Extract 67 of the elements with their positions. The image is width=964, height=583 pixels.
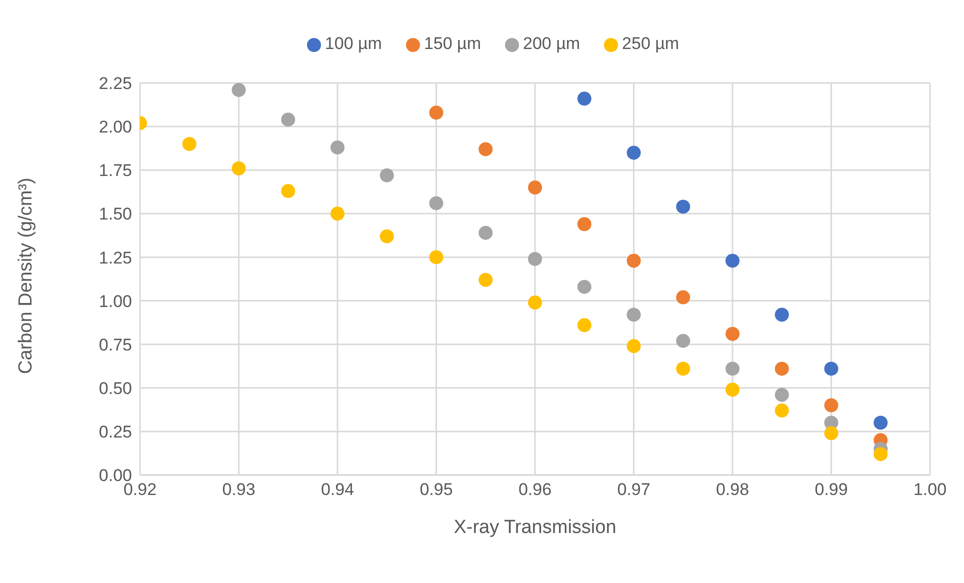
y-tick-label: 0.75 (98, 335, 132, 354)
point (824, 426, 838, 440)
y-tick-label: 1.50 (98, 204, 132, 224)
point (874, 447, 888, 462)
point (528, 252, 542, 266)
x-tick-label: 0.95 (420, 480, 453, 500)
point (626, 146, 641, 160)
point (528, 296, 542, 310)
point (774, 362, 789, 376)
point (182, 136, 196, 151)
point (774, 388, 789, 402)
point (577, 92, 592, 106)
x-tick-label: 0.99 (814, 480, 848, 500)
x-tick-label: 0.94 (320, 480, 354, 500)
point (726, 362, 740, 376)
point (726, 326, 740, 341)
y-tick-label: 0.25 (98, 422, 132, 442)
point (232, 161, 246, 176)
legend-label: 100 µm (324, 34, 382, 53)
point (774, 308, 789, 322)
point (676, 362, 690, 376)
point (528, 180, 542, 195)
point (726, 254, 740, 268)
point (676, 290, 690, 304)
point (874, 416, 888, 430)
x-tick-label: 0.96 (518, 480, 552, 500)
legend-label: 200 µm (523, 34, 580, 53)
point (380, 168, 394, 182)
point (774, 404, 789, 418)
point (232, 83, 246, 97)
point (824, 398, 838, 412)
point (330, 140, 344, 154)
point (626, 339, 641, 354)
y-tick-label: 0.50 (98, 378, 132, 398)
x-tick-label: 0.93 (222, 480, 256, 500)
point (478, 272, 493, 287)
x-tick-label: 0.92 (123, 480, 157, 500)
point (281, 184, 296, 198)
x-tick-label: 1.00 (913, 480, 947, 500)
point (281, 112, 296, 127)
point (478, 142, 493, 156)
point (676, 334, 690, 348)
y-tick-label: 1.75 (98, 161, 132, 180)
point (380, 229, 394, 244)
point (577, 217, 592, 232)
y-tick-label: 1.00 (98, 292, 132, 311)
legend-label: 250 µm (622, 34, 680, 53)
y-tick-label: 1.25 (98, 248, 132, 268)
x-tick-label: 0.98 (716, 480, 750, 500)
legend-label: 150 µm (424, 34, 481, 53)
point (626, 308, 641, 322)
x-tick-label: 0.97 (617, 480, 650, 500)
y-axis-title: Carbon Density (g/cm³) (16, 178, 37, 374)
y-tick-label: 2.25 (98, 74, 132, 94)
point (577, 318, 592, 332)
point (429, 106, 444, 120)
point (676, 200, 690, 214)
x-axis-title: X-ray Transmission (454, 517, 616, 538)
y-tick-label: 2.00 (98, 118, 132, 137)
point (577, 280, 592, 294)
point (478, 226, 493, 240)
point (726, 382, 740, 397)
point (330, 206, 344, 221)
point (626, 254, 641, 268)
point (824, 362, 838, 376)
point (429, 196, 444, 210)
point (429, 250, 444, 264)
